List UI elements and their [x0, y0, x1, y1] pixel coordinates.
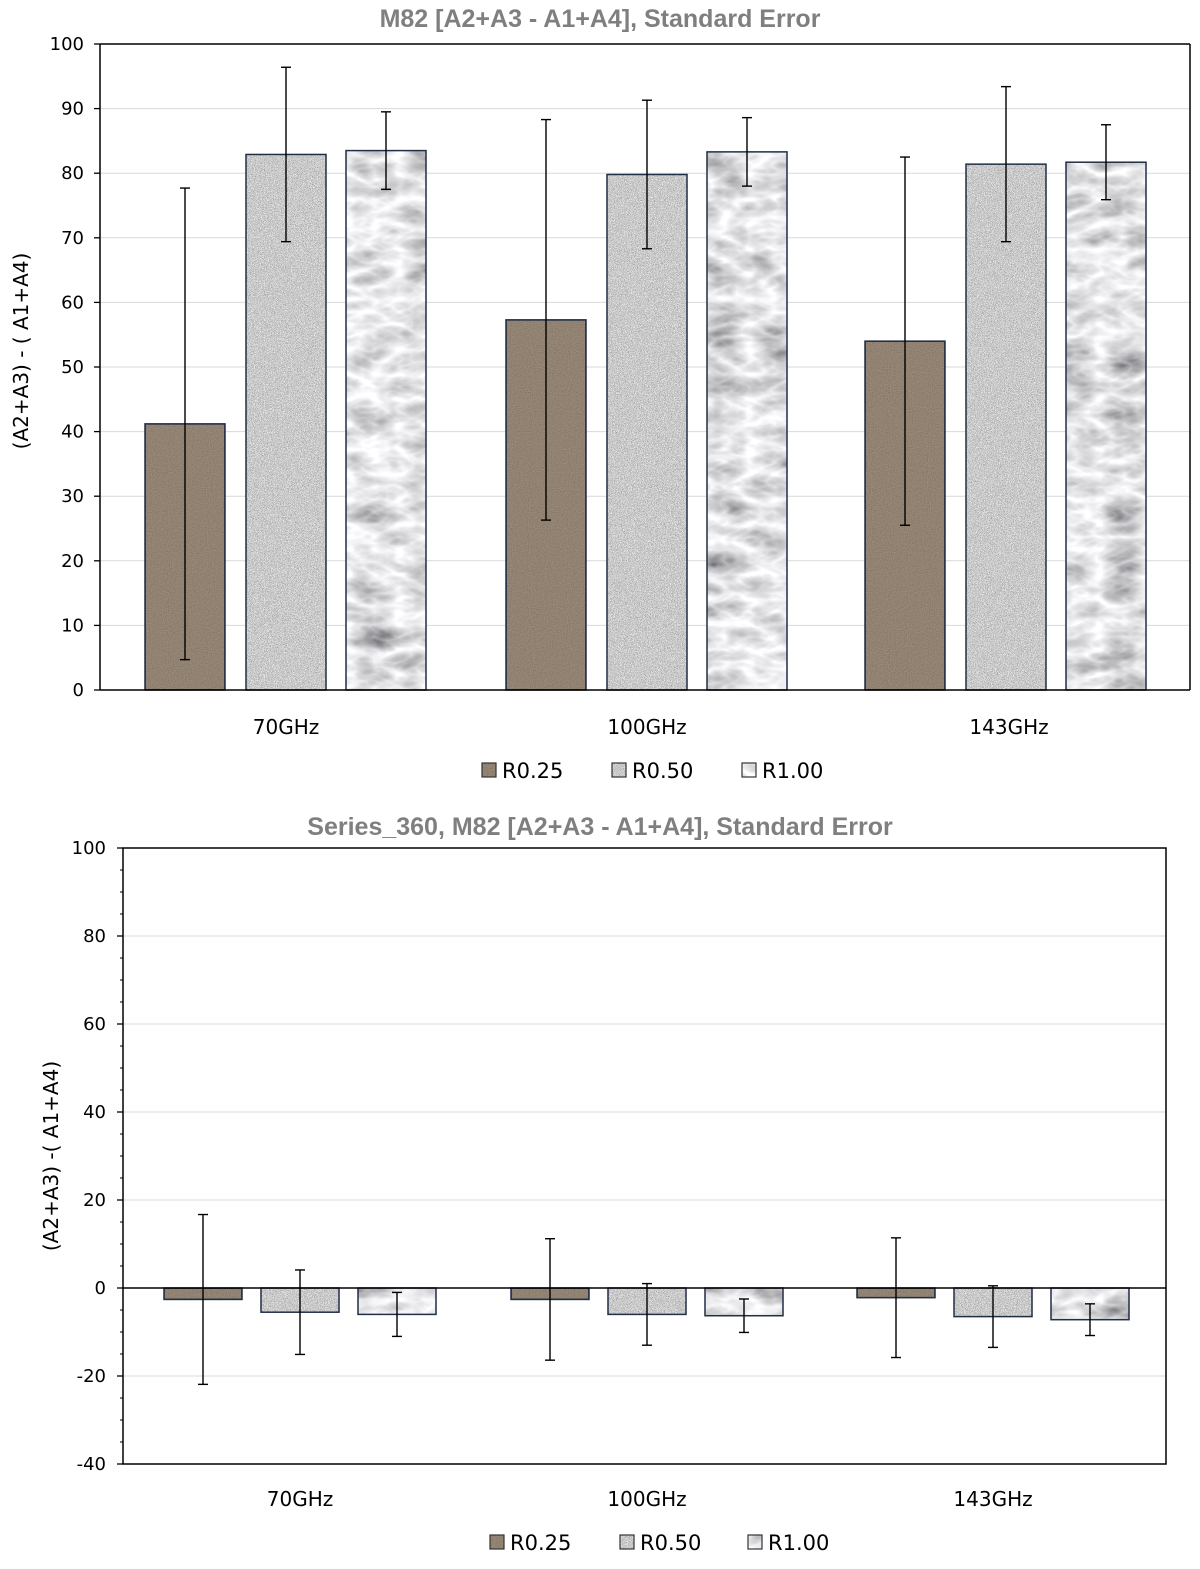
y-tick-label: 80 [83, 926, 106, 947]
y-tick-label: -40 [77, 1454, 106, 1475]
y-tick-label: 100 [72, 838, 106, 859]
y-tick-labels: 0 10 20 30 40 50 60 70 80 90 100 [50, 34, 84, 701]
y-tick-label: 100 [50, 34, 84, 55]
y-axis-label: (A2+A3) -( A1+A4) [39, 1061, 63, 1251]
error-bars [198, 1213, 1095, 1386]
legend-swatch-r050 [620, 1535, 634, 1549]
error-bars [180, 66, 1111, 661]
legend-swatch-border [741, 762, 757, 778]
legend-swatch-r100 [748, 1535, 762, 1549]
legend-swatch-border [747, 1534, 763, 1550]
y-tick-label: 50 [61, 357, 84, 378]
legend-swatch-border [619, 1534, 635, 1550]
y-tick-label: -20 [77, 1366, 106, 1387]
bar-r050-143ghz [965, 163, 1047, 691]
category-labels: 70GHz 100GHz 143GHz [267, 1487, 1033, 1511]
chart-title: M82 [A2+A3 - A1+A4], Standard Error [380, 5, 821, 33]
legend: R0.25 R0.50 R1.00 [481, 759, 823, 783]
y-tick-label: 40 [61, 422, 84, 443]
chart-bottom: Series_360, M82 [A2+A3 - A1+A4], Standar… [39, 813, 1167, 1555]
legend-label-r025: R0.25 [510, 1531, 571, 1555]
legend-label-r100: R1.00 [762, 759, 823, 783]
y-tick-label: 10 [61, 615, 84, 636]
legend-swatch-border [611, 762, 627, 778]
legend-swatch-border [489, 1534, 505, 1550]
bar-r100-143ghz [1065, 161, 1147, 691]
category-label-100ghz: 100GHz [607, 715, 686, 739]
legend-label-r100: R1.00 [768, 1531, 829, 1555]
legend-swatch-border [481, 762, 497, 778]
y-tick-label: 80 [61, 163, 84, 184]
legend-label-r050: R0.50 [640, 1531, 701, 1555]
y-tick-label: 20 [83, 1190, 106, 1211]
category-label-143ghz: 143GHz [953, 1487, 1032, 1511]
bar-r100-70ghz [345, 149, 427, 691]
legend-swatch-r025 [490, 1535, 504, 1549]
y-tick-label: 20 [61, 551, 84, 572]
chart-top: M82 [A2+A3 - A1+A4], Standard Error 0 10 2… [9, 5, 1191, 783]
y-tick-label: 0 [95, 1278, 106, 1299]
bar-r100-100ghz [706, 151, 788, 691]
legend-label-r050: R0.50 [632, 759, 693, 783]
bars [144, 149, 1147, 691]
legend-label-r025: R0.25 [502, 759, 563, 783]
y-tick-labels: -40 -20 0 20 40 60 80 100 [72, 838, 106, 1475]
y-tick-label: 60 [61, 292, 84, 313]
y-axis-label: (A2+A3) - ( A1+A4) [9, 253, 33, 450]
legend-swatch-r050 [612, 763, 626, 777]
y-tick-label: 70 [61, 228, 84, 249]
category-label-70ghz: 70GHz [267, 1487, 333, 1511]
chart-title: Series_360, M82 [A2+A3 - A1+A4], Standar… [307, 813, 893, 841]
y-tick-label: 30 [61, 486, 84, 507]
legend: R0.25 R0.50 R1.00 [489, 1531, 829, 1555]
y-tick-label: 40 [83, 1102, 106, 1123]
axes [94, 43, 1191, 691]
plot-border [122, 847, 1167, 1465]
category-label-100ghz: 100GHz [607, 1487, 686, 1511]
y-tick-label: 60 [83, 1014, 106, 1035]
category-labels: 70GHz 100GHz 143GHz [253, 715, 1049, 739]
axes [117, 847, 1167, 1465]
bar-r050-100ghz [606, 173, 688, 691]
y-tick-label: 90 [61, 99, 84, 120]
y-tick-label: 0 [73, 680, 84, 701]
category-label-143ghz: 143GHz [969, 715, 1048, 739]
legend-swatch-r100 [742, 763, 756, 777]
category-label-70ghz: 70GHz [253, 715, 319, 739]
legend-swatch-r025 [482, 763, 496, 777]
